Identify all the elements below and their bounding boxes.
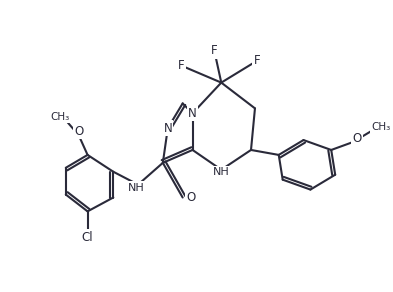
Text: F: F xyxy=(253,54,260,67)
Text: NH: NH xyxy=(213,167,230,177)
Text: O: O xyxy=(74,125,83,138)
Text: O: O xyxy=(353,132,362,145)
Text: NH: NH xyxy=(128,182,145,193)
Text: Cl: Cl xyxy=(82,231,94,244)
Text: CH₃: CH₃ xyxy=(371,122,390,132)
Text: F: F xyxy=(211,44,218,58)
Text: N: N xyxy=(188,107,197,120)
Text: F: F xyxy=(178,59,185,72)
Text: O: O xyxy=(186,191,195,204)
Text: CH₃: CH₃ xyxy=(50,112,70,122)
Text: N: N xyxy=(163,122,172,135)
